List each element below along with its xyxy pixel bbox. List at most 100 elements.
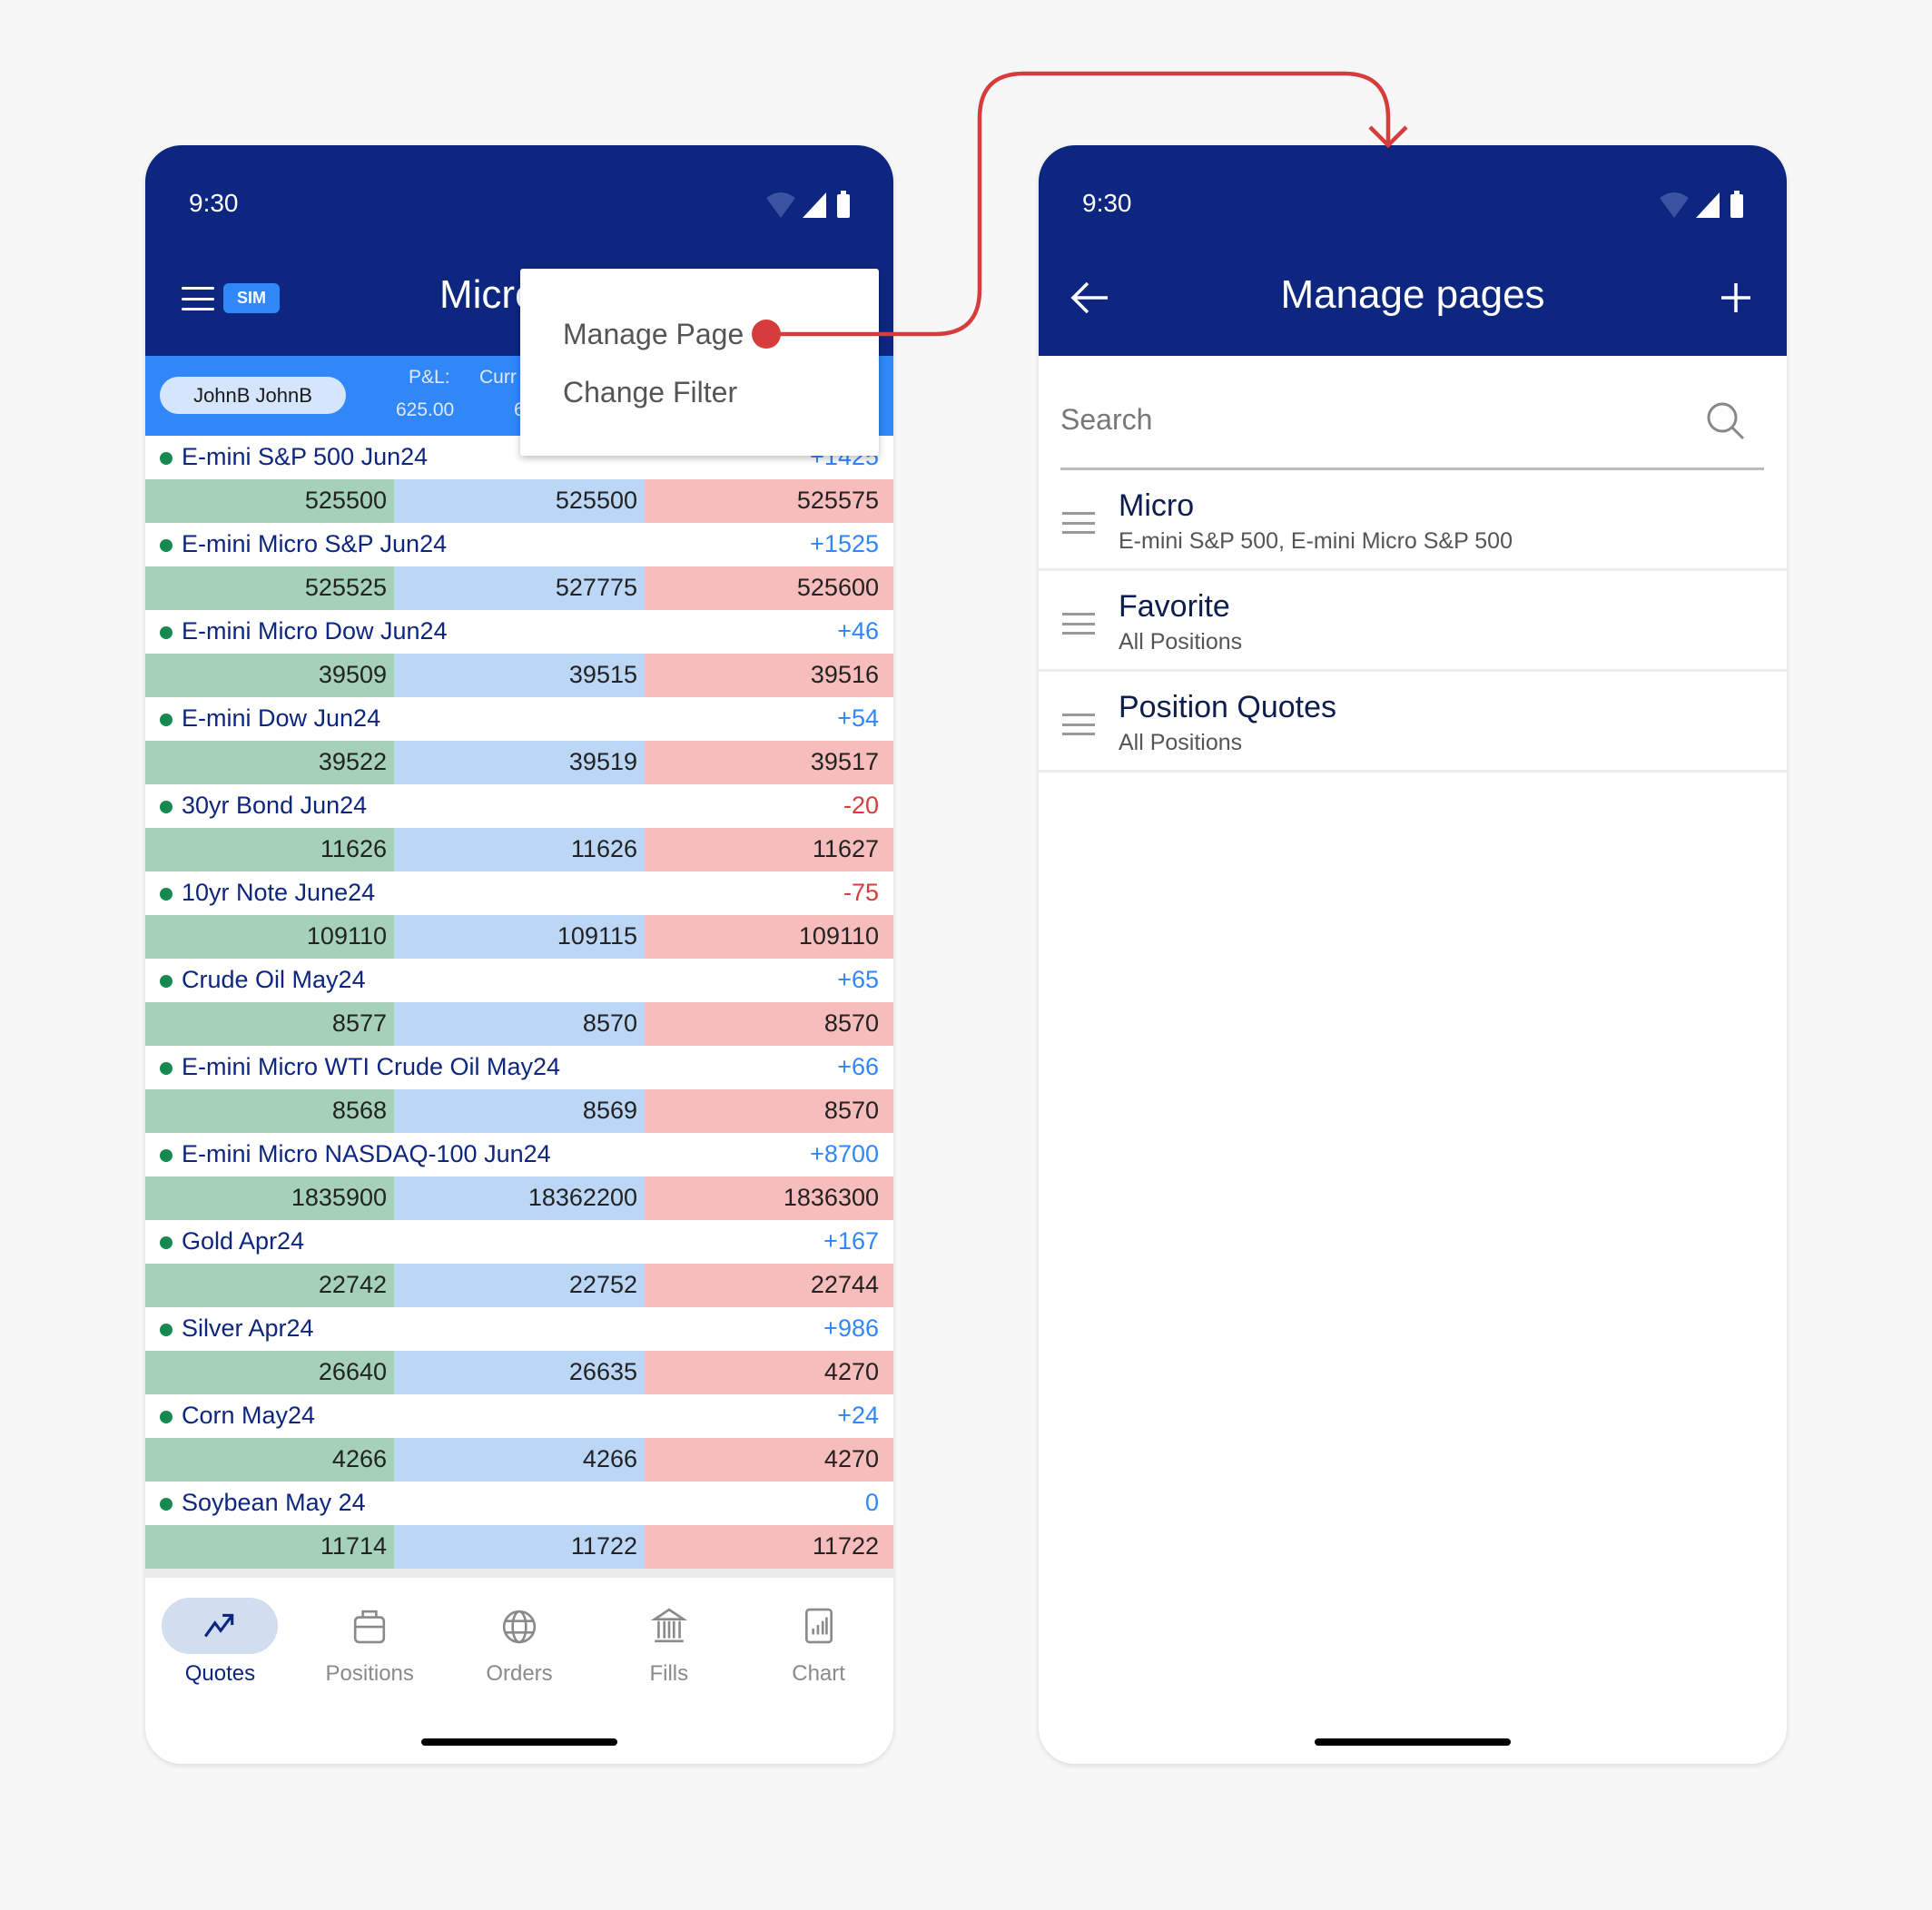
tab-orders[interactable]: Orders: [445, 1578, 595, 1764]
bid-price[interactable]: 11714: [145, 1525, 394, 1569]
ask-price[interactable]: 525600: [645, 566, 893, 610]
battery-icon: [837, 194, 850, 218]
instrument-row[interactable]: Corn May24 +24: [145, 1394, 893, 1438]
price-row: 525525 527775 525600: [145, 566, 893, 610]
manage-pages-screen: 9:30 Manage pages Search Micro E-mini S&…: [1039, 145, 1787, 1764]
status-dot-icon: [160, 452, 172, 465]
last-price: 8569: [394, 1089, 645, 1133]
bid-price[interactable]: 11626: [145, 828, 394, 871]
tab-label: Chart: [792, 1661, 845, 1686]
last-price: 39515: [394, 654, 645, 697]
price-row: 8568 8569 8570: [145, 1089, 893, 1133]
divider: [145, 1569, 893, 1578]
drag-handle-icon[interactable]: [1062, 512, 1095, 534]
ask-price[interactable]: 11722: [645, 1525, 893, 1569]
bid-price[interactable]: 109110: [145, 915, 394, 959]
instrument-row[interactable]: E-mini Micro NASDAQ-100 Jun24 +8700: [145, 1133, 893, 1177]
ask-price[interactable]: 109110: [645, 915, 893, 959]
account-selector[interactable]: JohnB JohnB: [160, 377, 346, 414]
wifi-icon: [766, 192, 795, 218]
price-row: 39509 39515 39516: [145, 654, 893, 697]
ask-price[interactable]: 4270: [645, 1351, 893, 1394]
bid-price[interactable]: 8577: [145, 1002, 394, 1046]
instrument-row[interactable]: E-mini Micro S&P Jun24 +1525: [145, 523, 893, 566]
instrument-row[interactable]: E-mini S&P 500 Jun24 +1425: [145, 436, 893, 479]
page-list-item[interactable]: Micro E-mini S&P 500, E-mini Micro S&P 5…: [1039, 470, 1787, 571]
menu-icon[interactable]: [182, 287, 214, 310]
bid-price[interactable]: 4266: [145, 1438, 394, 1482]
price-row: 22742 22752 22744: [145, 1264, 893, 1307]
home-indicator: [421, 1738, 617, 1746]
instrument-row[interactable]: Silver Apr24 +986: [145, 1307, 893, 1351]
bid-price[interactable]: 26640: [145, 1351, 394, 1394]
back-arrow-icon[interactable]: [1070, 280, 1109, 316]
status-dot-icon: [160, 801, 172, 813]
price-row: 26640 26635 4270: [145, 1351, 893, 1394]
instrument-row[interactable]: E-mini Dow Jun24 +54: [145, 697, 893, 741]
page-subtitle: E-mini S&P 500, E-mini Micro S&P 500: [1119, 528, 1513, 554]
drag-handle-icon[interactable]: [1062, 613, 1095, 635]
tab-chart[interactable]: Chart: [744, 1578, 893, 1764]
status-dot-icon: [160, 1149, 172, 1162]
bid-price[interactable]: 1835900: [145, 1177, 394, 1220]
menu-item-manage-page[interactable]: Manage Page: [563, 318, 744, 350]
net-change: +1525: [810, 530, 879, 557]
bid-price[interactable]: 39522: [145, 741, 394, 784]
page-list-item[interactable]: Favorite All Positions: [1039, 571, 1787, 672]
net-change: +986: [823, 1314, 879, 1342]
ask-price[interactable]: 11627: [645, 828, 893, 871]
quotes-screen: 9:30 SIM Micro JohnB JohnB P&L: 625.00 C…: [145, 145, 893, 1764]
ask-price[interactable]: 4270: [645, 1438, 893, 1482]
globe-icon: [461, 1598, 577, 1654]
instrument-row[interactable]: Crude Oil May24 +65: [145, 959, 893, 1002]
last-price: 11722: [394, 1525, 645, 1569]
bid-price[interactable]: 22742: [145, 1264, 394, 1307]
tab-quotes[interactable]: Quotes: [145, 1578, 295, 1764]
instrument-row[interactable]: Gold Apr24 +167: [145, 1220, 893, 1264]
overflow-menu: Manage Page Change Filter: [520, 269, 879, 456]
pnl-label: P&L:: [409, 367, 450, 388]
instrument-name: E-mini Dow Jun24: [182, 704, 381, 732]
last-price: 8570: [394, 1002, 645, 1046]
add-icon[interactable]: [1720, 281, 1752, 314]
wifi-icon: [1660, 192, 1689, 218]
tab-fills[interactable]: Fills: [594, 1578, 744, 1764]
ask-price[interactable]: 39517: [645, 741, 893, 784]
net-change: +8700: [810, 1140, 879, 1167]
last-price: 18362200: [394, 1177, 645, 1220]
bid-price[interactable]: 525525: [145, 566, 394, 610]
instrument-row[interactable]: 10yr Note June24 -75: [145, 871, 893, 915]
ask-price[interactable]: 525575: [645, 479, 893, 523]
last-price: 4266: [394, 1438, 645, 1482]
ask-price[interactable]: 8570: [645, 1089, 893, 1133]
instrument-row[interactable]: 30yr Bond Jun24 -20: [145, 784, 893, 828]
status-time: 9:30: [189, 189, 239, 217]
connector-line: [766, 71, 1391, 337]
instrument-name: E-mini Micro WTI Crude Oil May24: [182, 1053, 561, 1080]
instrument-row[interactable]: Soybean May 24 0: [145, 1482, 893, 1525]
instrument-row[interactable]: E-mini Micro WTI Crude Oil May24 +66: [145, 1046, 893, 1089]
bid-price[interactable]: 39509: [145, 654, 394, 697]
bottom-nav: Quotes Positions Orders Fills Chart: [145, 1578, 893, 1764]
tab-positions[interactable]: Positions: [295, 1578, 445, 1764]
instrument-row[interactable]: E-mini Micro Dow Jun24 +46: [145, 610, 893, 654]
instrument-name: 10yr Note June24: [182, 879, 376, 906]
search-icon[interactable]: [1706, 401, 1746, 441]
ask-price[interactable]: 1836300: [645, 1177, 893, 1220]
menu-item-change-filter[interactable]: Change Filter: [563, 376, 738, 409]
signal-icon: [1696, 192, 1720, 218]
bid-price[interactable]: 8568: [145, 1089, 394, 1133]
drag-handle-icon[interactable]: [1062, 714, 1095, 735]
page-list-item[interactable]: Position Quotes All Positions: [1039, 672, 1787, 773]
trending-up-icon: [162, 1598, 279, 1654]
ask-price[interactable]: 39516: [645, 654, 893, 697]
net-change: +46: [837, 617, 879, 645]
instrument-name: Silver Apr24: [182, 1314, 314, 1342]
status-dot-icon: [160, 1498, 172, 1511]
battery-icon: [1730, 194, 1743, 218]
ask-price[interactable]: 8570: [645, 1002, 893, 1046]
bid-price[interactable]: 525500: [145, 479, 394, 523]
ask-price[interactable]: 22744: [645, 1264, 893, 1307]
status-dot-icon: [160, 539, 172, 552]
search-input[interactable]: Search: [1060, 356, 1764, 470]
